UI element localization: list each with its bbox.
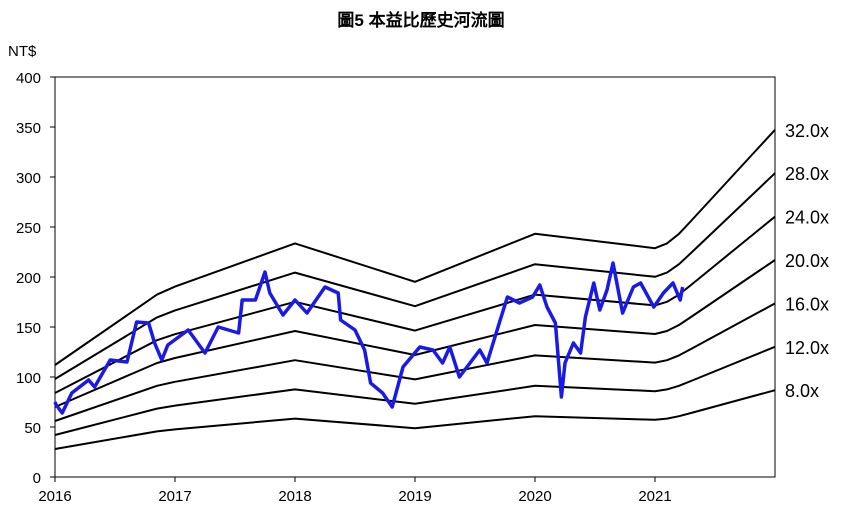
pe-band-28x xyxy=(54,172,776,380)
x-tick-label: 2016 xyxy=(38,488,71,505)
y-tick-label: 200 xyxy=(16,270,41,287)
pe-band-20x xyxy=(54,259,776,408)
y-tick-label: 100 xyxy=(16,370,41,387)
pe-band-8x xyxy=(54,389,776,450)
y-tick-label: 0 xyxy=(33,470,41,487)
x-tick-label: 2018 xyxy=(278,488,311,505)
y-axis-label: NT$ xyxy=(8,43,37,60)
pe-band-16x xyxy=(54,302,776,422)
y-tick-label: 350 xyxy=(16,120,41,137)
band-label: 12.0x xyxy=(785,338,829,358)
pe-band-12x xyxy=(54,345,776,436)
x-tick-label: 2020 xyxy=(518,488,551,505)
band-label: 28.0x xyxy=(785,164,829,184)
pe-band-32x xyxy=(54,129,776,366)
band-label: 20.0x xyxy=(785,251,829,271)
y-tick-label: 300 xyxy=(16,170,41,187)
y-tick-label: 50 xyxy=(24,420,41,437)
x-tick-label: 2019 xyxy=(398,488,431,505)
y-tick-label: 150 xyxy=(16,320,41,337)
y-tick-label: 400 xyxy=(16,70,41,87)
band-label: 8.0x xyxy=(785,381,819,401)
band-label: 32.0x xyxy=(785,121,829,141)
x-tick-label: 2021 xyxy=(638,488,671,505)
chart-title: 圖5 本益比歷史河流圖 xyxy=(337,10,504,30)
plot-frame xyxy=(54,76,776,478)
price-line xyxy=(53,261,685,415)
band-label: 24.0x xyxy=(785,208,829,228)
y-tick-label: 250 xyxy=(16,220,41,237)
x-tick-label: 2017 xyxy=(158,488,191,505)
band-label: 16.0x xyxy=(785,294,829,314)
